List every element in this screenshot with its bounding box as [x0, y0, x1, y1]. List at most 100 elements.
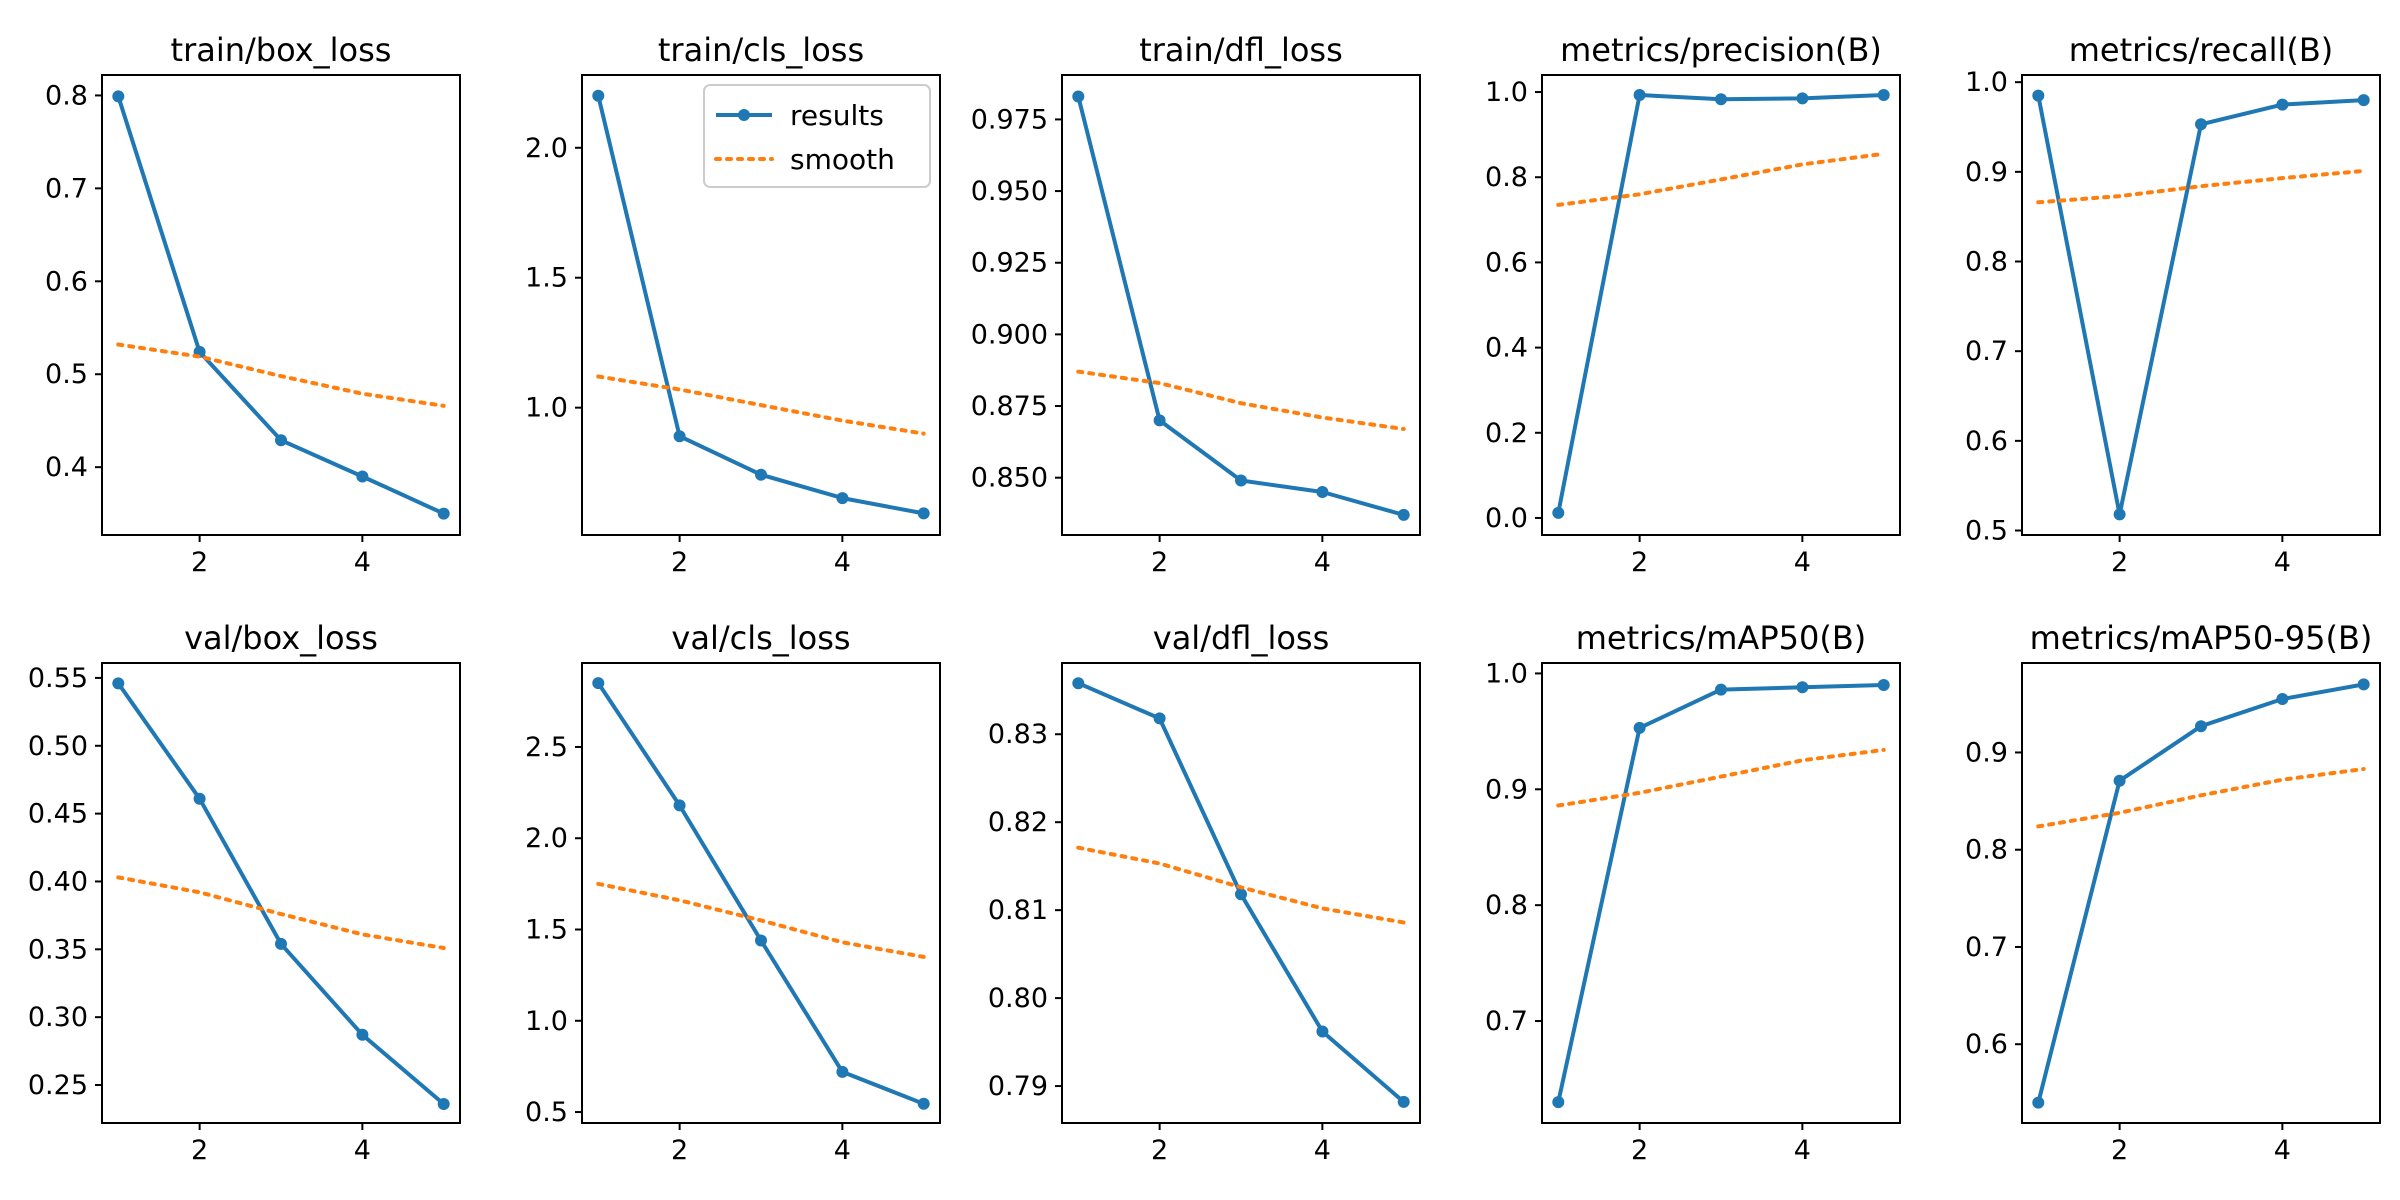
- data-point-results: [592, 677, 605, 690]
- y-tick-label: 0.8: [1485, 162, 1528, 193]
- chart-title: train/box_loss: [171, 31, 392, 69]
- chart-title: metrics/mAP50(B): [1576, 619, 1867, 657]
- chart-panel-val-cls-loss: val/cls_loss 2 4 0.5 1.0 1.5 2.0 2.5: [525, 619, 941, 1166]
- y-tick-label: 0.25: [28, 1070, 88, 1101]
- data-point-results: [1552, 506, 1565, 519]
- data-point-results: [2357, 678, 2370, 691]
- legend-marker: [738, 109, 750, 121]
- data-point-results: [2113, 508, 2126, 521]
- data-point-results: [1552, 1096, 1565, 1109]
- y-tick-label: 0.55: [28, 663, 88, 694]
- data-point-results: [1235, 474, 1247, 487]
- y-tick-label: 0.8: [1965, 247, 2008, 278]
- data-point-results: [673, 799, 686, 812]
- x-tick-label: 2: [1631, 547, 1648, 578]
- data-point-results: [1316, 1025, 1329, 1038]
- x-tick-label: 4: [834, 547, 851, 578]
- y-tick-label: 0.8: [45, 80, 88, 111]
- data-point-results: [2032, 1096, 2045, 1109]
- data-point-results: [755, 934, 767, 947]
- data-point-results: [1235, 888, 1247, 901]
- y-tick-label: 0.7: [1965, 336, 2008, 367]
- data-point-results: [1153, 712, 1166, 725]
- y-tick-label: 2.0: [525, 133, 568, 164]
- data-point-results: [2195, 118, 2207, 131]
- x-tick-label: 4: [834, 1135, 851, 1166]
- x-tick-label: 2: [191, 547, 208, 578]
- legend-box: [703, 84, 931, 188]
- x-tick-label: 2: [1631, 1135, 1648, 1166]
- y-tick-label: 1.5: [525, 915, 568, 946]
- chart-title: train/cls_loss: [658, 31, 864, 69]
- y-tick-label: 0.925: [971, 248, 1048, 279]
- y-tick-label: 0.8: [1965, 835, 2008, 866]
- x-tick-label: 2: [2111, 547, 2128, 578]
- y-tick-label: 0.7: [1485, 1006, 1528, 1037]
- x-tick-label: 4: [2274, 547, 2291, 578]
- data-point-results: [1316, 486, 1329, 498]
- y-tick-label: 0.5: [45, 359, 88, 390]
- data-point-results: [275, 937, 287, 950]
- data-point-results: [275, 434, 287, 447]
- chart-panel-metrics-recall-b: metrics/recall(B) 2 4 0.5 0.6 0.7 0.8 0.9 1.0: [1965, 31, 2381, 578]
- y-tick-label: 2.0: [525, 823, 568, 854]
- y-tick-label: 0.4: [45, 452, 88, 483]
- chart-title: metrics/mAP50-95(B): [2030, 619, 2373, 657]
- chart-title: metrics/precision(B): [1560, 31, 1882, 69]
- plot-frame: [1061, 74, 1421, 536]
- data-point-results: [1633, 721, 1646, 734]
- series-line-smooth: [1076, 845, 1406, 925]
- chart-title: val/box_loss: [184, 619, 378, 657]
- plot-frame: [101, 74, 461, 536]
- plot-frame: [1541, 74, 1901, 536]
- y-tick-label: 0.875: [971, 391, 1048, 422]
- x-tick-label: 4: [1794, 1135, 1811, 1166]
- chart-panel-metrics-precision-b: metrics/precision(B) 2 4 0.0 0.2 0.4 0.6 0.8 1.0: [1485, 31, 1901, 578]
- y-tick-label: 0.7: [1965, 932, 2008, 963]
- data-point-results: [356, 1028, 369, 1041]
- series-line-smooth: [1556, 151, 1886, 207]
- data-point-results: [437, 1098, 450, 1110]
- plot-frame: [581, 74, 941, 536]
- plot-frame: [581, 662, 941, 1124]
- data-point-results: [1633, 89, 1646, 101]
- y-tick-label: 0.4: [1485, 333, 1528, 364]
- series-line-smooth: [596, 374, 926, 436]
- y-tick-label: 0.6: [1965, 426, 2008, 457]
- data-point-results: [1877, 89, 1890, 101]
- data-point-results: [112, 677, 125, 690]
- y-tick-label: 0.950: [971, 176, 1048, 207]
- chart-panel-metrics-map50-b: metrics/mAP50(B) 2 4 0.7 0.8 0.9 1.0: [1485, 619, 1901, 1166]
- legend-label-smooth: smooth: [790, 143, 895, 176]
- data-point-results: [836, 1065, 849, 1078]
- y-tick-label: 0.82: [988, 807, 1048, 838]
- data-point-results: [193, 792, 206, 805]
- series-line-smooth: [2036, 168, 2366, 205]
- data-point-results: [917, 1097, 930, 1110]
- y-tick-label: 0.850: [971, 463, 1048, 494]
- data-point-results: [592, 89, 605, 102]
- data-point-results: [1153, 414, 1166, 427]
- y-tick-label: 1.0: [1965, 67, 2008, 98]
- data-point-results: [356, 470, 369, 483]
- data-point-results: [2032, 89, 2045, 102]
- data-point-results: [2357, 94, 2370, 107]
- chart-title: metrics/recall(B): [2069, 31, 2334, 69]
- chart-panel-train-dfl-loss: train/dfl_loss 2 4 0.850 0.875 0.900 0.925 0.95…: [971, 31, 1421, 578]
- series-line-smooth: [1556, 747, 1886, 808]
- x-tick-label: 2: [1151, 547, 1168, 578]
- chart-title: val/dfl_loss: [1153, 619, 1330, 657]
- y-tick-label: 0.0: [1485, 503, 1528, 534]
- y-tick-label: 0.2: [1485, 418, 1528, 449]
- data-point-results: [1796, 92, 1809, 105]
- data-point-results: [1397, 508, 1410, 521]
- chart-panel-train-cls-loss: train/cls_loss 2 4 1.0 1.5 2.0 results smooth: [525, 31, 941, 578]
- plot-frame: [1061, 662, 1421, 1124]
- plot-frame: [2021, 662, 2381, 1124]
- y-tick-label: 1.0: [1485, 77, 1528, 108]
- chart-panel-metrics-map50-95-b: metrics/mAP50-95(B) 2 4 0.6 0.7 0.8 0.9: [1965, 619, 2381, 1166]
- x-tick-label: 2: [671, 547, 688, 578]
- data-point-results: [437, 507, 450, 520]
